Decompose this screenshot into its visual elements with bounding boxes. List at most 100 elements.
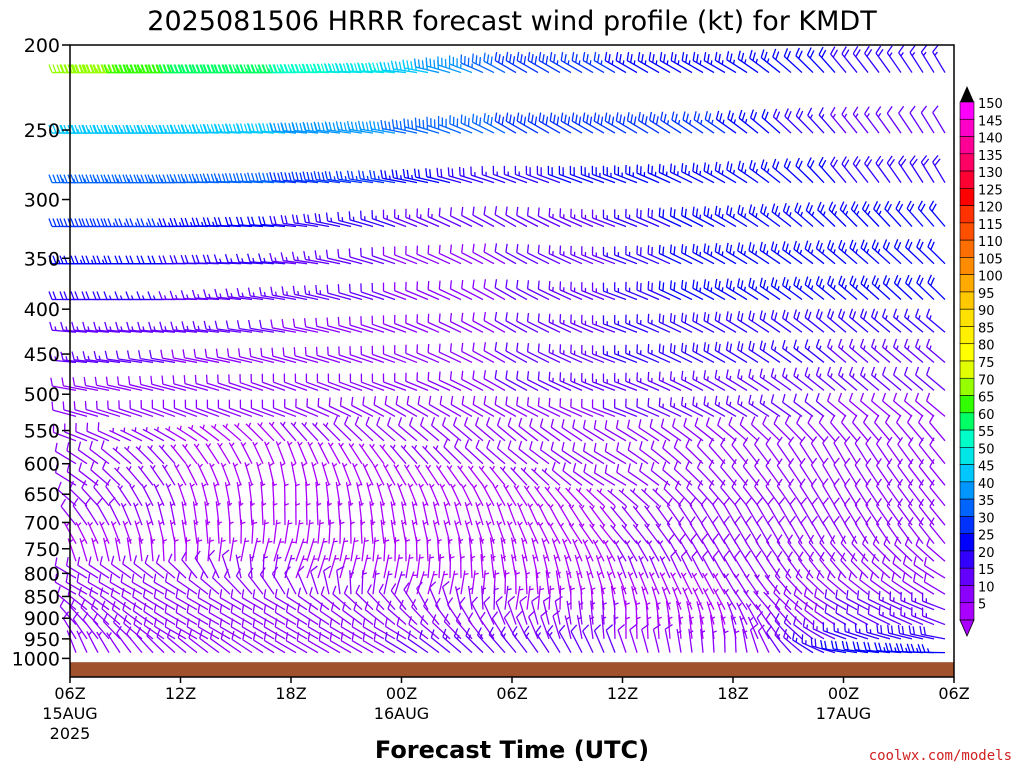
wind-barb bbox=[561, 538, 572, 562]
wind-barb bbox=[854, 457, 869, 486]
wind-barb bbox=[833, 478, 847, 507]
wind-barb bbox=[681, 244, 704, 265]
wind-barb bbox=[880, 572, 902, 595]
wind-barb bbox=[822, 515, 836, 544]
wind-barb bbox=[548, 397, 572, 418]
wind-barb bbox=[703, 279, 726, 301]
wind-barb bbox=[489, 465, 506, 486]
wind-barb bbox=[60, 351, 88, 364]
wind-barb bbox=[593, 112, 616, 134]
wind-barb bbox=[750, 416, 770, 442]
wind-barb bbox=[213, 217, 242, 228]
wind-barb bbox=[205, 519, 211, 544]
wind-barb bbox=[627, 571, 638, 595]
wind-barb bbox=[795, 569, 814, 595]
wind-barb bbox=[878, 605, 902, 626]
wind-barb bbox=[907, 516, 924, 545]
wind-barb bbox=[315, 317, 341, 333]
wind-barb bbox=[927, 238, 946, 265]
wind-barb bbox=[886, 458, 902, 486]
wind-barb bbox=[794, 600, 814, 626]
wind-barb bbox=[613, 540, 627, 562]
wind-barb bbox=[783, 628, 803, 654]
wind-barb bbox=[155, 554, 176, 579]
wind-barb bbox=[918, 517, 935, 545]
wind-barb bbox=[317, 442, 330, 465]
wind-barb bbox=[773, 584, 792, 611]
wind-barb bbox=[438, 554, 445, 579]
wind-barb bbox=[841, 106, 858, 134]
legend-label: 120 bbox=[978, 201, 1003, 216]
wind-barb bbox=[545, 570, 551, 595]
wind-barb bbox=[240, 442, 253, 465]
wind-barb bbox=[510, 466, 528, 486]
wind-barb bbox=[131, 573, 154, 595]
wind-barb bbox=[806, 569, 825, 595]
wind-barb bbox=[325, 481, 331, 506]
wind-barb bbox=[472, 342, 495, 364]
wind-barb bbox=[856, 590, 880, 611]
wind-barb bbox=[247, 319, 275, 333]
wind-barb bbox=[230, 604, 253, 626]
wind-barb bbox=[822, 497, 836, 526]
wind-barb bbox=[60, 321, 88, 333]
wind-barb bbox=[84, 497, 99, 526]
wind-barb bbox=[801, 634, 825, 654]
wind-barb bbox=[257, 422, 275, 442]
wind-barb bbox=[782, 202, 803, 228]
wind-barb bbox=[382, 315, 407, 333]
wind-barb bbox=[815, 276, 836, 301]
wind-barb bbox=[414, 464, 429, 486]
wind-barb bbox=[662, 439, 682, 465]
wind-barb bbox=[394, 314, 418, 333]
wind-barb bbox=[303, 318, 330, 333]
wind-barb bbox=[301, 461, 308, 486]
wind-barb bbox=[342, 601, 363, 626]
wind-barb bbox=[546, 625, 561, 653]
wind-barb bbox=[638, 419, 660, 442]
wind-barb bbox=[793, 393, 814, 417]
wind-barb bbox=[932, 44, 946, 73]
wind-barb bbox=[384, 617, 407, 640]
wind-barb bbox=[590, 585, 596, 610]
wind-barb bbox=[83, 376, 110, 392]
wind-barb bbox=[416, 581, 429, 610]
wind-barb bbox=[526, 207, 550, 228]
wind-barb bbox=[804, 367, 825, 391]
wind-barb bbox=[748, 368, 770, 391]
wind-barb bbox=[481, 585, 487, 610]
wind-barb bbox=[118, 400, 143, 418]
wind-barb bbox=[659, 52, 682, 74]
wind-barb bbox=[507, 595, 517, 625]
wind-barb bbox=[438, 313, 462, 333]
wind-barb bbox=[745, 603, 759, 625]
wind-barb bbox=[593, 442, 616, 465]
wind-barb bbox=[717, 417, 737, 442]
wind-barb bbox=[696, 601, 704, 625]
wind-barb bbox=[694, 417, 715, 442]
wind-barb bbox=[422, 445, 440, 465]
wind-barb bbox=[500, 626, 517, 654]
wind-barb bbox=[429, 581, 440, 610]
wind-barb bbox=[78, 586, 99, 611]
wind-barb bbox=[286, 588, 308, 611]
wind-barb bbox=[536, 165, 561, 184]
wind-barb bbox=[929, 459, 946, 486]
wind-barb bbox=[354, 416, 374, 442]
legend-label: 85 bbox=[978, 321, 995, 336]
legend-swatch bbox=[959, 136, 975, 155]
wind-barb bbox=[670, 572, 682, 595]
wind-barb bbox=[531, 537, 539, 562]
wind-barb bbox=[743, 573, 759, 595]
legend-swatch bbox=[959, 429, 975, 448]
wind-barb bbox=[884, 200, 902, 227]
wind-barb bbox=[192, 321, 220, 333]
wind-barb bbox=[894, 536, 913, 562]
wind-barb bbox=[929, 414, 946, 442]
wind-barb bbox=[145, 502, 154, 526]
wind-barb bbox=[99, 556, 121, 579]
wind-barb bbox=[122, 555, 143, 579]
wind-barb bbox=[164, 589, 187, 611]
wind-barb bbox=[337, 211, 363, 228]
wind-barb bbox=[593, 420, 616, 442]
